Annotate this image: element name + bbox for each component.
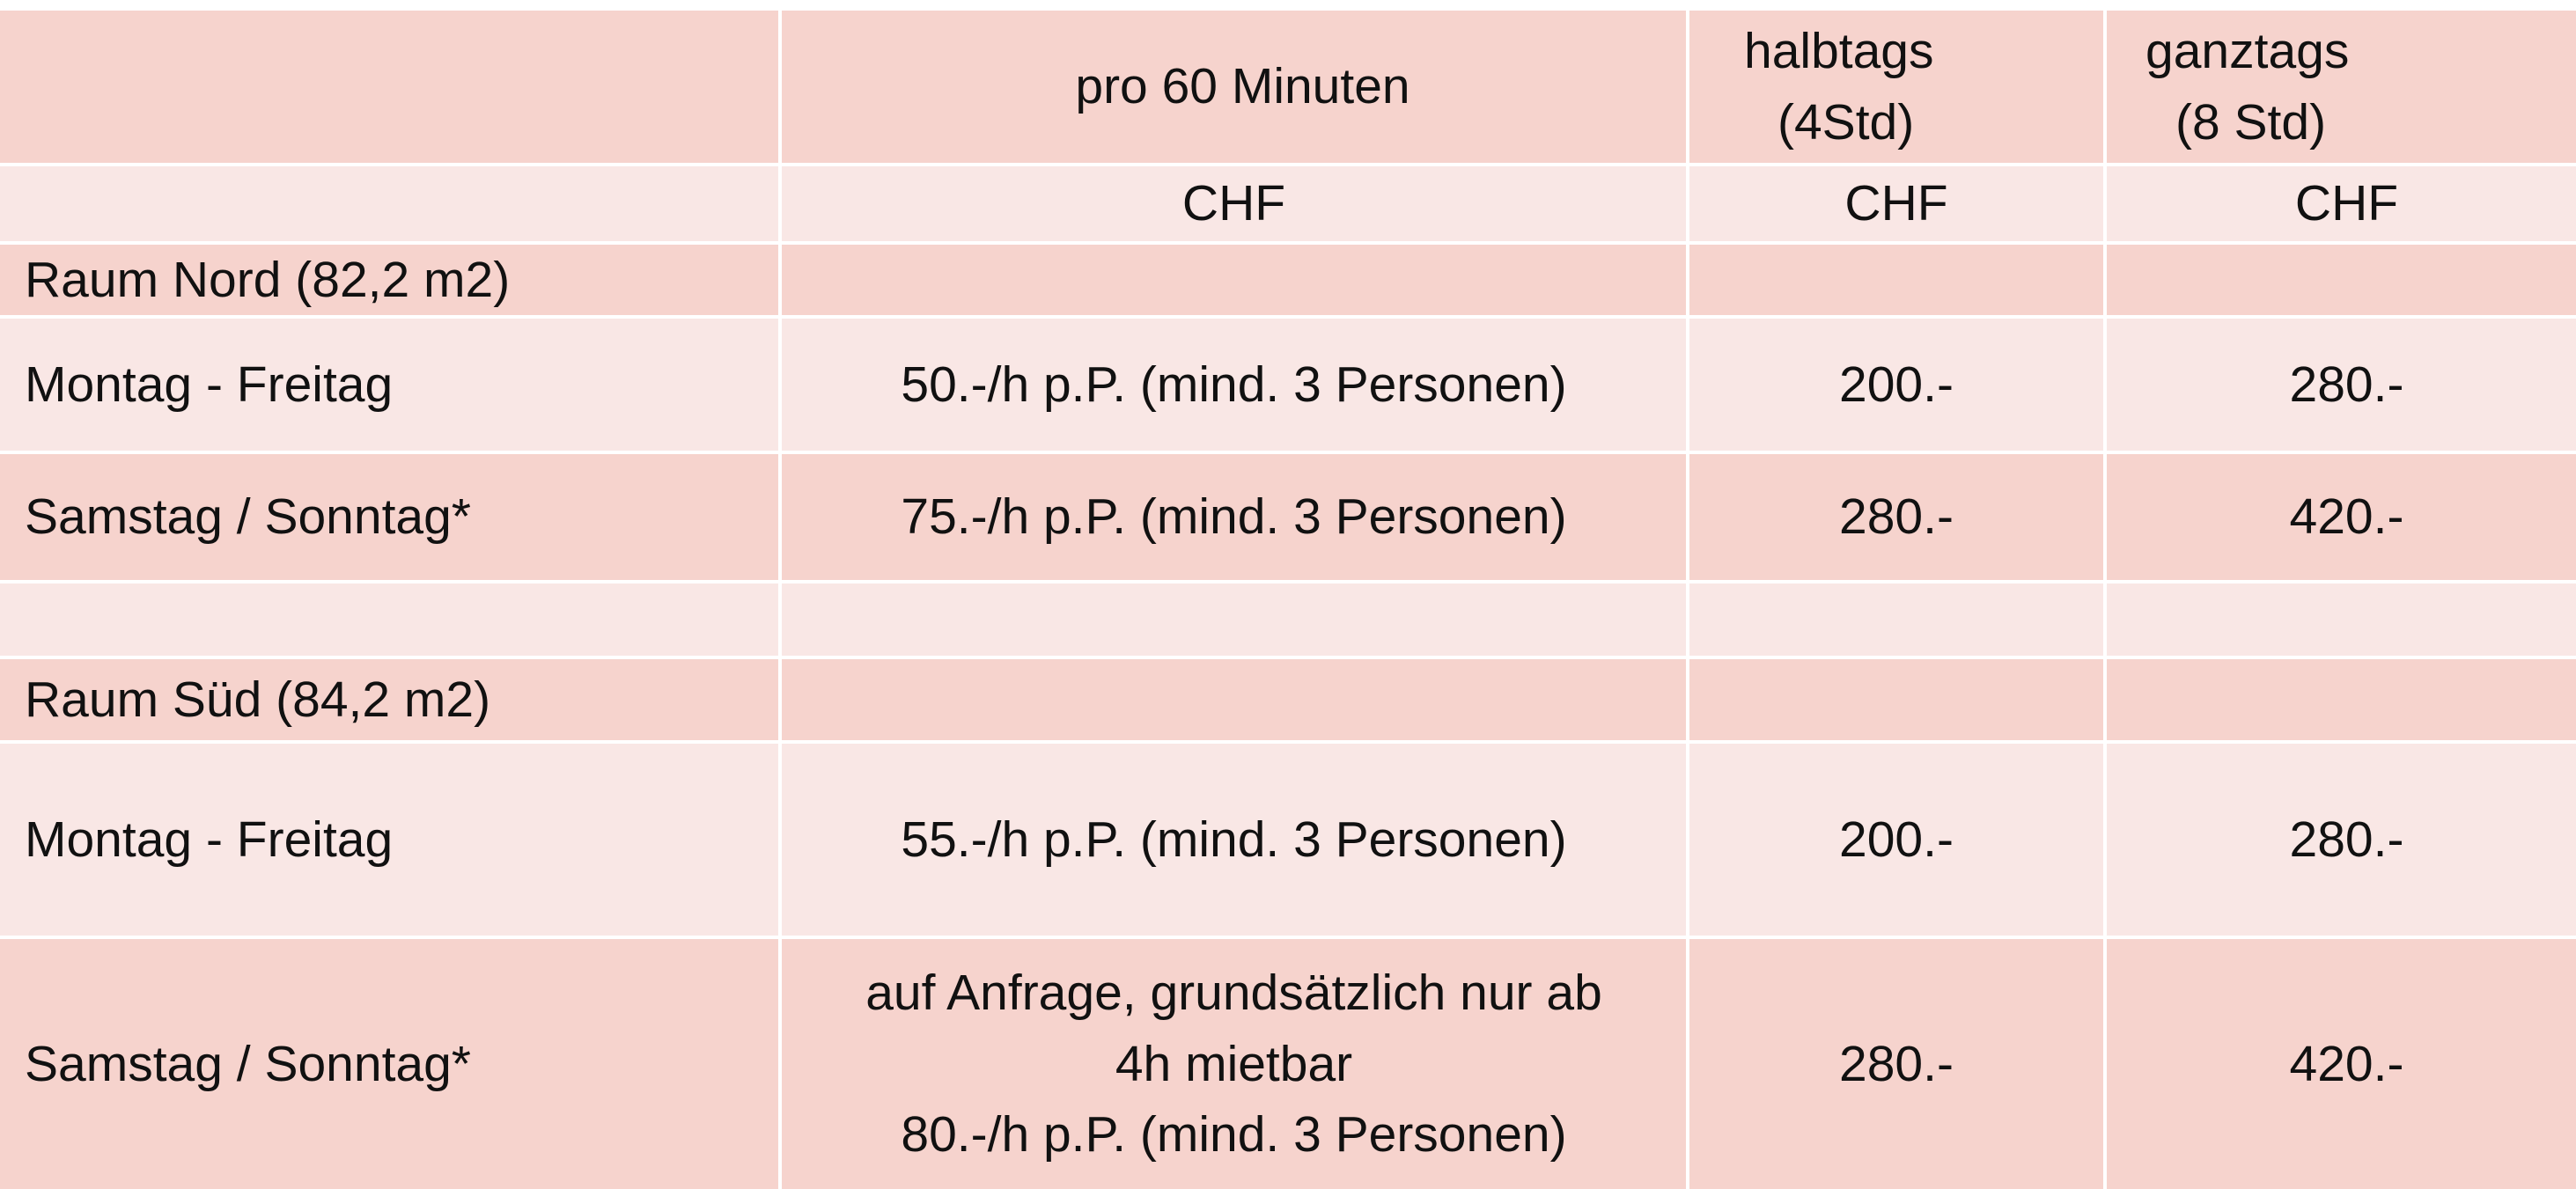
ganztags-cell: 280.- xyxy=(2107,319,2576,451)
spacer-cell xyxy=(782,583,1686,656)
halbtags-cell: 200.- xyxy=(1689,319,2103,451)
section-empty-cell xyxy=(2107,245,2576,315)
header-ganztags-line2: (8 Std) xyxy=(2175,93,2327,150)
row-label-cell: Montag - Freitag xyxy=(0,319,778,451)
header-cell-ganztags: ganztags (8 Std) xyxy=(2107,11,2576,163)
header-halbtags-line2: (4Std) xyxy=(1777,93,1915,150)
per-hour-price: 55.-/h p.P. (mind. 3 Personen) xyxy=(901,811,1567,868)
halbtags-price: 200.- xyxy=(1839,356,1954,413)
halbtags-cell: 200.- xyxy=(1689,744,2103,936)
halbtags-price: 200.- xyxy=(1839,811,1954,868)
ganztags-cell: 280.- xyxy=(2107,744,2576,936)
section-empty-cell xyxy=(2107,659,2576,740)
halbtags-cell: 280.- xyxy=(1689,939,2103,1189)
header-pro-60-label: pro 60 Minuten xyxy=(1075,58,1410,115)
per-hour-note-line: 4h mietbar xyxy=(1115,1035,1353,1092)
row-label-cell: Samstag / Sonntag* xyxy=(0,454,778,580)
ganztags-price: 280.- xyxy=(2289,356,2404,413)
section-empty-cell xyxy=(1689,245,2103,315)
spacer-cell xyxy=(2107,583,2576,656)
row-label-cell: Montag - Freitag xyxy=(0,744,778,936)
per-hour-cell: 75.-/h p.P. (mind. 3 Personen) xyxy=(782,454,1686,580)
section-empty-cell xyxy=(782,245,1686,315)
header-ganztags-line1: ganztags xyxy=(2145,22,2350,79)
header-cell-halbtags: halbtags (4Std) xyxy=(1689,11,2103,163)
per-hour-price: 50.-/h p.P. (mind. 3 Personen) xyxy=(901,356,1567,413)
halbtags-cell: 280.- xyxy=(1689,454,2103,580)
ganztags-price: 280.- xyxy=(2289,811,2404,868)
section-title: Raum Süd (84,2 m2) xyxy=(25,671,491,728)
per-hour-price: 80.-/h p.P. (mind. 3 Personen) xyxy=(901,1106,1567,1163)
row-label: Montag - Freitag xyxy=(25,356,394,413)
spacer-cell xyxy=(0,583,778,656)
ganztags-cell: 420.- xyxy=(2107,454,2576,580)
price-table: pro 60 Minuten halbtags (4Std) ganztags … xyxy=(0,11,2576,1189)
header-halbtags-line1: halbtags xyxy=(1744,22,1934,79)
spacer-cell xyxy=(1689,583,2103,656)
currency-cell-ganztags: CHF xyxy=(2107,166,2576,241)
currency-label: CHF xyxy=(2294,175,2399,232)
currency-cell-pro-60: CHF xyxy=(782,166,1686,241)
ganztags-price: 420.- xyxy=(2289,1035,2404,1092)
per-hour-cell: 50.-/h p.P. (mind. 3 Personen) xyxy=(782,319,1686,451)
currency-label: CHF xyxy=(1181,175,1286,232)
section-title-cell: Raum Süd (84,2 m2) xyxy=(0,659,778,740)
currency-cell-empty xyxy=(0,166,778,241)
section-empty-cell xyxy=(782,659,1686,740)
halbtags-price: 280.- xyxy=(1839,488,1954,546)
per-hour-price: 75.-/h p.P. (mind. 3 Personen) xyxy=(901,488,1567,546)
row-label-cell: Samstag / Sonntag* xyxy=(0,939,778,1189)
currency-label: CHF xyxy=(1844,175,1948,232)
header-cell-empty xyxy=(0,11,778,163)
row-label: Montag - Freitag xyxy=(25,811,394,868)
row-label: Samstag / Sonntag* xyxy=(25,1035,471,1092)
per-hour-cell: 55.-/h p.P. (mind. 3 Personen) xyxy=(782,744,1686,936)
per-hour-note-line: auf Anfrage, grundsätzlich nur ab xyxy=(865,964,1602,1021)
per-hour-cell: auf Anfrage, grundsätzlich nur ab 4h mie… xyxy=(782,939,1686,1189)
halbtags-price: 280.- xyxy=(1839,1035,1954,1092)
header-cell-pro-60: pro 60 Minuten xyxy=(782,11,1686,163)
ganztags-price: 420.- xyxy=(2289,488,2404,546)
section-title: Raum Nord (82,2 m2) xyxy=(25,251,511,308)
ganztags-cell: 420.- xyxy=(2107,939,2576,1189)
section-empty-cell xyxy=(1689,659,2103,740)
section-title-cell: Raum Nord (82,2 m2) xyxy=(0,245,778,315)
currency-cell-halbtags: CHF xyxy=(1689,166,2103,241)
row-label: Samstag / Sonntag* xyxy=(25,488,471,546)
